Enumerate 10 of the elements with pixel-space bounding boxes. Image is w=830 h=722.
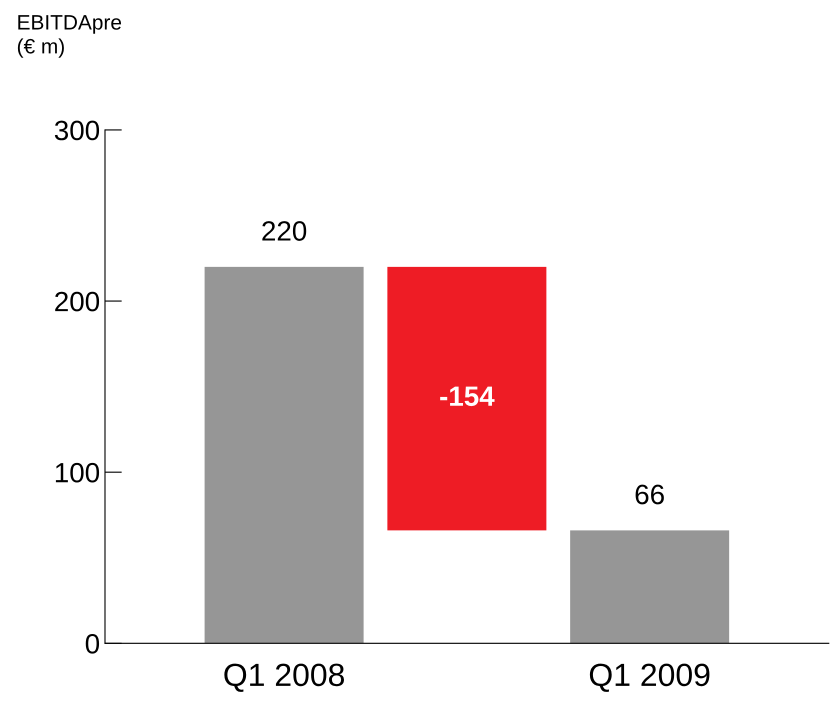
y-axis-title: EBITDApre (€ m) (18, 15, 122, 58)
data-label: 66 (636, 484, 664, 504)
data-label: -154 (440, 386, 495, 406)
y-tick-label: 100 (56, 462, 100, 483)
data-label: 220 (262, 221, 306, 241)
y-tick-label: 300 (54, 120, 100, 140)
x-tick-label: Q1 2008 (224, 664, 344, 692)
x-tick-label: Q1 2009 (590, 664, 710, 692)
y-tick-label: 0 (86, 634, 100, 654)
y-tick-label: 200 (55, 292, 100, 312)
